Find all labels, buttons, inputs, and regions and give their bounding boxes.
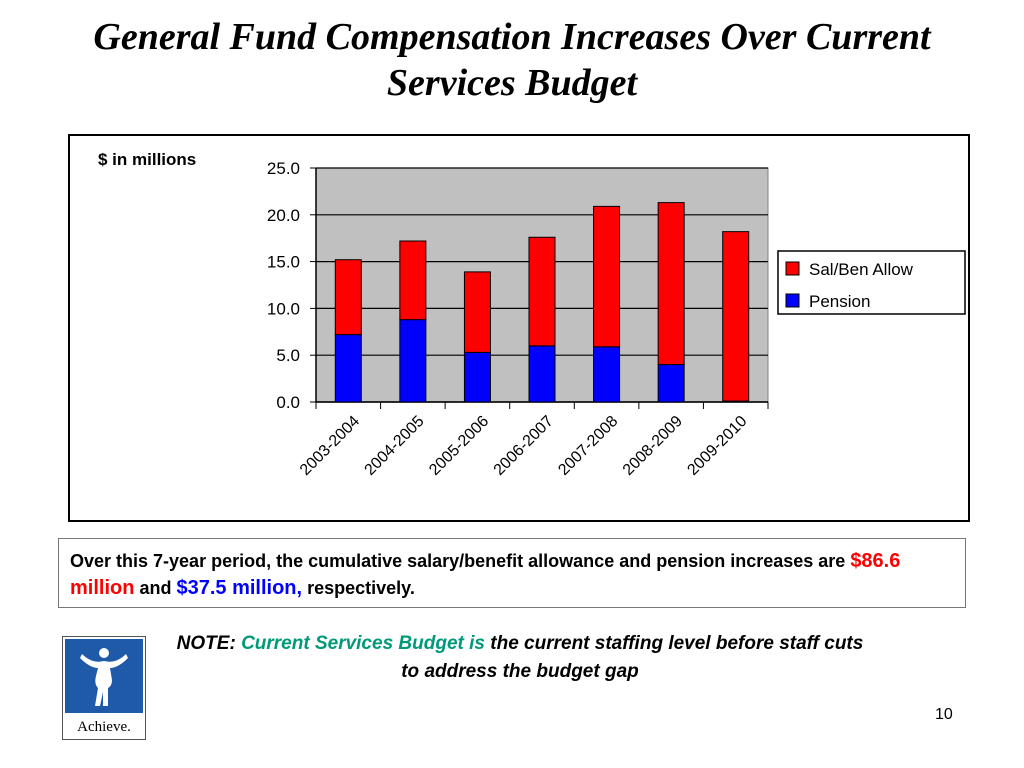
summary-text-2: and xyxy=(134,578,177,598)
title-line-1: General Fund Compensation Increases Over… xyxy=(93,16,931,58)
x-tick-label: 2004-2005 xyxy=(362,413,428,479)
slide-title: General Fund Compensation Increases Over… xyxy=(0,14,1024,106)
bar-segment-pension xyxy=(399,319,427,403)
achieve-logo: Achieve. xyxy=(62,636,146,740)
page-number: 10 xyxy=(935,706,953,723)
y-tick-label: 25.0 xyxy=(267,159,300,178)
summary-text-1: Over this 7-year period, the cumulative … xyxy=(70,551,851,571)
bar-segment-pension xyxy=(657,364,685,403)
summary-value-pension: $37.5 million, xyxy=(176,577,303,599)
bar-segment-sal-ben-allow xyxy=(528,236,556,347)
x-tick-label: 2006-2007 xyxy=(491,413,557,479)
bar-segment-pension xyxy=(593,346,621,403)
y-tick-label: 10.0 xyxy=(267,299,300,318)
bar-segment-pension xyxy=(463,351,491,403)
y-tick-label: 15.0 xyxy=(267,253,300,272)
legend-label: Pension xyxy=(809,292,870,311)
bar-segment-sal-ben-allow xyxy=(657,202,685,366)
note: NOTE: Current Services Budget is the cur… xyxy=(170,630,870,686)
y-tick-label: 0.0 xyxy=(276,393,300,412)
bar-segment-pension xyxy=(528,345,556,403)
legend-swatch xyxy=(785,293,800,308)
legend-swatch xyxy=(785,261,800,276)
summary-value-salary: $86.6 million xyxy=(70,550,901,599)
legend-box xyxy=(777,250,966,315)
x-tick-label: 2009-2010 xyxy=(684,413,750,479)
note-highlight: Current Services Budget is xyxy=(241,633,485,654)
y-axis-label: $ in millions xyxy=(98,150,196,169)
bar-segment-pension xyxy=(334,334,362,403)
bar-segment-sal-ben-allow xyxy=(334,259,362,336)
bar-segment-sal-ben-allow xyxy=(722,231,750,402)
title-line-2: Services Budget xyxy=(386,62,638,104)
bar-segment-sal-ben-allow xyxy=(593,205,621,348)
logo-text: Achieve. xyxy=(77,719,131,735)
x-tick-label: 2008-2009 xyxy=(620,413,686,479)
stacked-bar-chart: 0.0 5.0 10.0 15.0 20.0 25.0 $ in millions 2003-… xyxy=(98,150,966,479)
summary-text-3: respectively. xyxy=(302,578,415,598)
note-prefix: NOTE: xyxy=(176,633,242,654)
summary-box: Over this 7-year period, the cumulative … xyxy=(58,538,966,608)
x-tick-label: 2005-2006 xyxy=(426,413,492,479)
y-tick-label: 5.0 xyxy=(276,346,300,365)
note-rest: the current staffing level before staff … xyxy=(401,633,864,682)
bar-segment-sal-ben-allow xyxy=(399,240,427,321)
y-tick-label: 20.0 xyxy=(267,206,300,225)
x-tick-label: 2003-2004 xyxy=(297,413,363,479)
legend-label: Sal/Ben Allow xyxy=(809,260,914,279)
x-tick-label: 2007-2008 xyxy=(555,413,621,479)
chart-frame: 0.0 5.0 10.0 15.0 20.0 25.0 $ in millions 2003-… xyxy=(68,134,970,522)
bar-segment-sal-ben-allow xyxy=(463,271,491,353)
